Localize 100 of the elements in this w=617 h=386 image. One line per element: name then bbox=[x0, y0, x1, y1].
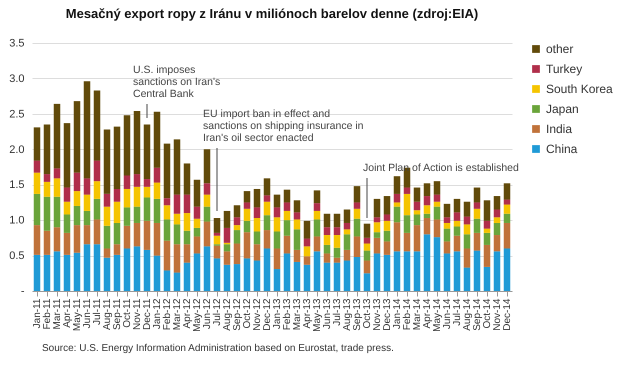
bar bbox=[394, 206, 400, 222]
bar bbox=[494, 217, 500, 223]
bar bbox=[374, 253, 380, 291]
bar bbox=[414, 225, 420, 252]
bar bbox=[354, 256, 360, 291]
bar bbox=[114, 202, 120, 223]
bar bbox=[234, 217, 240, 226]
bar bbox=[94, 219, 100, 244]
bar bbox=[324, 262, 330, 291]
bar bbox=[284, 190, 290, 202]
x-tick-label: Oct-14 bbox=[482, 298, 493, 329]
bar bbox=[274, 248, 280, 270]
bar bbox=[84, 178, 90, 195]
bar bbox=[104, 258, 110, 291]
bar bbox=[364, 260, 370, 274]
bar bbox=[104, 226, 110, 248]
bar bbox=[344, 260, 350, 291]
bar bbox=[254, 260, 260, 291]
bar bbox=[284, 202, 290, 211]
bar bbox=[234, 230, 240, 244]
bar bbox=[494, 222, 500, 236]
bar bbox=[394, 202, 400, 207]
bar bbox=[314, 236, 320, 252]
bar bbox=[224, 228, 230, 243]
bar bbox=[444, 217, 450, 223]
bar bbox=[134, 206, 140, 223]
bar bbox=[134, 222, 140, 246]
bar bbox=[94, 160, 100, 182]
bar bbox=[54, 168, 60, 178]
bar bbox=[224, 244, 230, 252]
bar bbox=[484, 200, 490, 221]
x-tick-label: May-12 bbox=[192, 298, 203, 332]
bar bbox=[204, 246, 210, 291]
bar bbox=[204, 194, 210, 207]
bar bbox=[434, 219, 440, 238]
bar bbox=[164, 144, 170, 198]
bar bbox=[34, 194, 40, 226]
bar bbox=[154, 222, 160, 256]
bar bbox=[404, 215, 410, 233]
bar bbox=[434, 206, 440, 220]
bar bbox=[384, 230, 390, 242]
x-tick-label: Apr-11 bbox=[62, 298, 73, 328]
bar bbox=[224, 210, 230, 228]
bar bbox=[454, 236, 460, 252]
bar bbox=[324, 214, 330, 228]
bar bbox=[294, 229, 300, 250]
bar bbox=[454, 212, 460, 221]
bar bbox=[104, 129, 110, 194]
x-tick-label: Nov-14 bbox=[492, 298, 503, 331]
bar bbox=[64, 214, 70, 233]
bar bbox=[504, 248, 510, 291]
bar bbox=[94, 90, 100, 161]
bar bbox=[354, 218, 360, 236]
bar bbox=[254, 188, 260, 208]
bar bbox=[414, 251, 420, 291]
bar bbox=[394, 222, 400, 252]
x-tick-label: Jun-12 bbox=[202, 298, 213, 330]
bar bbox=[474, 208, 480, 219]
bar bbox=[374, 232, 380, 238]
bar bbox=[394, 176, 400, 194]
bar bbox=[274, 217, 280, 232]
bar bbox=[74, 206, 80, 226]
bar bbox=[134, 186, 140, 207]
bar bbox=[164, 205, 170, 220]
bar bbox=[124, 115, 130, 176]
bar bbox=[504, 183, 510, 200]
bar bbox=[214, 246, 220, 258]
x-tick-label: Jul-14 bbox=[452, 298, 463, 326]
bar bbox=[354, 186, 360, 202]
bar bbox=[54, 104, 60, 168]
bar bbox=[34, 254, 40, 291]
bar bbox=[304, 238, 310, 246]
bar bbox=[244, 208, 250, 221]
bar bbox=[324, 235, 330, 245]
bar bbox=[244, 191, 250, 202]
bar bbox=[154, 112, 160, 168]
bar bbox=[234, 244, 240, 264]
bar bbox=[444, 228, 450, 242]
bar bbox=[334, 262, 340, 291]
bar bbox=[94, 181, 100, 199]
bar bbox=[134, 174, 140, 187]
bar bbox=[64, 254, 70, 291]
bar bbox=[394, 194, 400, 202]
bar bbox=[64, 188, 70, 202]
bar bbox=[464, 234, 470, 248]
bar bbox=[464, 248, 470, 268]
bar bbox=[54, 251, 60, 291]
bar bbox=[344, 234, 350, 250]
bar bbox=[424, 183, 430, 196]
x-tick-label: Sep-12 bbox=[232, 298, 243, 331]
bar bbox=[414, 210, 420, 214]
x-tick-label: Mar-13 bbox=[292, 298, 303, 330]
annotation: EU import ban in effect and sanctions on shipping insurance in Iran's oil sector enacted bbox=[203, 108, 364, 144]
bar bbox=[474, 188, 480, 202]
bar bbox=[454, 220, 460, 227]
bar bbox=[134, 246, 140, 291]
bar bbox=[474, 250, 480, 291]
bar bbox=[434, 194, 440, 202]
y-tick-label: 2.5 bbox=[9, 108, 24, 120]
bar bbox=[164, 270, 170, 291]
